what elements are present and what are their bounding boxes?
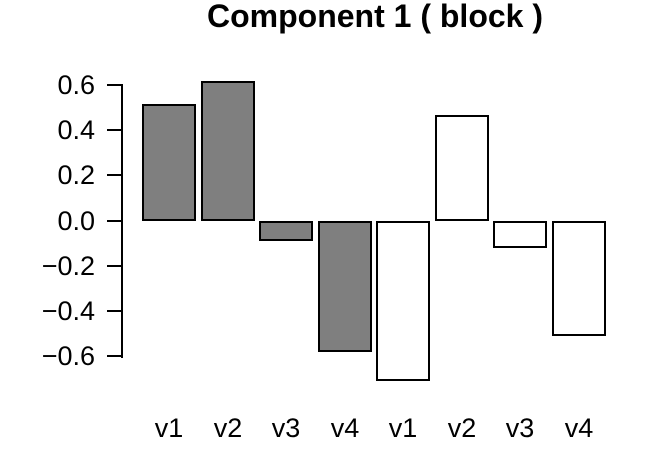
y-tick-label: 0.4 [57, 115, 95, 145]
y-tick-mark [107, 84, 123, 86]
x-tick-label: v1 [388, 413, 418, 443]
y-tick-label: −0.4 [41, 296, 95, 326]
y-tick-label: 0.6 [57, 70, 95, 100]
x-tick-label: v4 [564, 413, 594, 443]
bar-v4-7 [552, 221, 606, 336]
y-tick-label: −0.2 [41, 251, 95, 281]
y-tick-mark [107, 129, 123, 131]
y-tick-mark [107, 220, 123, 222]
x-tick-label: v3 [505, 413, 535, 443]
bar-v1-0 [142, 104, 196, 221]
y-tick-label: 0.2 [57, 160, 95, 190]
y-tick-mark [107, 355, 123, 357]
x-tick-label: v2 [213, 413, 243, 443]
chart-title: Component 1 ( block ) [207, 0, 543, 34]
y-tick-mark [107, 174, 123, 176]
bar-v3-6 [493, 221, 547, 248]
y-tick-mark [107, 310, 123, 312]
x-tick-label: v2 [447, 413, 477, 443]
y-tick-mark [107, 265, 123, 267]
bar-v3-2 [259, 221, 313, 241]
x-tick-label: v3 [271, 413, 301, 443]
y-tick-label: 0.0 [57, 206, 95, 236]
y-tick-label: −0.6 [41, 341, 95, 371]
bar-v2-1 [201, 81, 255, 221]
bar-v4-3 [318, 221, 372, 352]
x-tick-label: v4 [330, 413, 360, 443]
x-tick-label: v1 [154, 413, 184, 443]
bar-v2-5 [435, 115, 489, 221]
bar-v1-4 [376, 221, 430, 381]
